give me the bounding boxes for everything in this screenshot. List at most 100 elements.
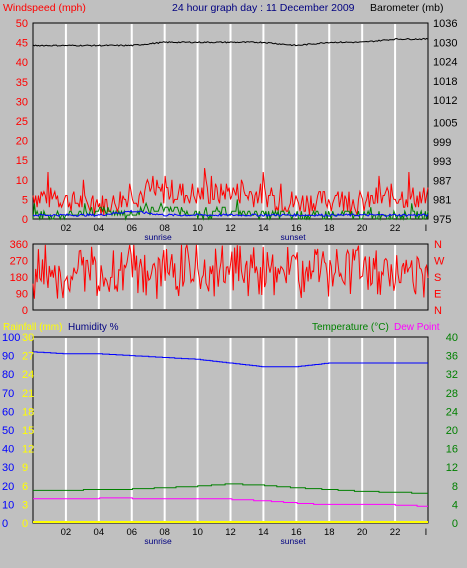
- temp-x-tick-label: 08: [159, 527, 170, 538]
- wind-y-tick-label: 25: [16, 116, 28, 128]
- compass-tick-label: E: [434, 289, 441, 301]
- direction-y-tick-label: 360: [10, 239, 28, 251]
- legend-dewpoint: Dew Point: [394, 322, 440, 333]
- wind-x-tick-label: 16: [291, 223, 302, 234]
- wind-y-tick-label: 15: [16, 155, 28, 167]
- baro-y-tick-label: 993: [433, 156, 451, 168]
- direction-y-tick-label: 0: [22, 305, 28, 317]
- humidity-y-tick-label: 70: [2, 388, 14, 400]
- direction-y-tick-label: 180: [10, 272, 28, 284]
- temp-y-tick-label: 36: [446, 351, 458, 363]
- wind-x-tick-label: 08: [159, 223, 170, 234]
- direction-y-tick-label: 90: [16, 289, 28, 301]
- wind-x-tick-label: 06: [126, 223, 137, 234]
- rain-y-tick-label: 3: [22, 499, 28, 511]
- rain-y-tick-label: 15: [22, 425, 34, 437]
- temp-y-tick-label: 0: [452, 518, 458, 530]
- direction-y-tick-label: 270: [10, 256, 28, 268]
- temp-y-tick-label: 8: [452, 481, 458, 493]
- baro-y-tick-label: 1036: [433, 18, 457, 30]
- rain-y-tick-label: 27: [22, 351, 34, 363]
- baro-y-tick-label: 1030: [433, 37, 457, 49]
- temp-x-tick-label: 16: [291, 527, 302, 538]
- humidity-y-tick-label: 60: [2, 406, 14, 418]
- sunrise-label: sunrise: [144, 232, 172, 242]
- wind-direction-line: [32, 244, 429, 299]
- sunset-label: sunset: [281, 232, 307, 242]
- dewpoint-line: [33, 497, 428, 507]
- temp-x-tick-label: 04: [94, 527, 105, 538]
- wind-x-tick-label: 18: [324, 223, 335, 234]
- temp-x-tick-label: 20: [357, 527, 368, 538]
- compass-tick-label: S: [434, 272, 441, 284]
- compass-tick-label: N: [434, 305, 442, 317]
- wind-y-tick-label: 35: [16, 77, 28, 89]
- barometer-line: [32, 37, 429, 47]
- wind-y-tick-label: 40: [16, 57, 28, 69]
- temp-y-tick-label: 24: [446, 406, 458, 418]
- compass-tick-label: W: [434, 256, 445, 268]
- sunset-label: sunset: [281, 536, 307, 546]
- wind-x-tick-label: 12: [225, 223, 236, 234]
- temp-y-tick-label: 16: [446, 444, 458, 456]
- wind-y-tick-label: 10: [16, 175, 28, 187]
- wind-x-tick-label: 14: [258, 223, 269, 234]
- chart-title: 24 hour graph day : 11 December 2009: [172, 2, 355, 14]
- barometer-axis-title: Barometer (mb): [370, 2, 444, 14]
- wind-y-tick-label: 45: [16, 38, 28, 50]
- baro-y-tick-label: 987: [433, 175, 451, 187]
- baro-y-tick-label: 975: [433, 214, 451, 226]
- temp-y-tick-label: 32: [446, 369, 458, 381]
- temp-y-tick-label: 40: [446, 332, 458, 344]
- legend-temperature: Temperature (°C): [312, 322, 389, 333]
- wind-y-tick-label: 20: [16, 136, 28, 148]
- temp-x-tick-label: 22: [390, 527, 401, 538]
- wind-x-tick-label: 10: [192, 223, 203, 234]
- baro-y-tick-label: 1012: [433, 95, 457, 107]
- wind-y-tick-label: 5: [22, 194, 28, 206]
- temp-x-tick-label: 02: [61, 527, 72, 538]
- humidity-y-tick-label: 30: [2, 462, 14, 474]
- humidity-y-tick-label: 0: [2, 518, 8, 530]
- wind-y-tick-label: 50: [16, 18, 28, 30]
- rain-y-tick-label: 0: [22, 518, 28, 530]
- humidity-y-tick-label: 40: [2, 444, 14, 456]
- humidity-y-tick-label: 20: [2, 481, 14, 493]
- windspeed-axis-title: Windspeed (mph): [3, 2, 86, 14]
- sunrise-label: sunrise: [144, 536, 172, 546]
- rain-y-tick-label: 12: [22, 444, 34, 456]
- baro-y-tick-label: 981: [433, 195, 451, 207]
- baro-y-tick-label: 1024: [433, 57, 457, 69]
- average-wind-line: [32, 209, 429, 218]
- wind-y-tick-label: 0: [22, 214, 28, 226]
- baro-y-tick-label: 999: [433, 137, 451, 149]
- temp-x-tick-label: I: [425, 527, 428, 538]
- rain-y-tick-label: 21: [22, 388, 34, 400]
- baro-y-tick-label: 1018: [433, 76, 457, 88]
- wind-x-tick-label: 04: [94, 223, 105, 234]
- humidity-y-tick-label: 10: [2, 499, 14, 511]
- gust-line: [32, 199, 429, 221]
- rain-y-tick-label: 30: [22, 332, 34, 344]
- legend-humidity: Humidity %: [68, 322, 119, 333]
- rain-y-tick-label: 24: [22, 369, 34, 381]
- rain-y-tick-label: 9: [22, 462, 28, 474]
- temp-y-tick-label: 12: [446, 462, 458, 474]
- rain-y-tick-label: 6: [22, 481, 28, 493]
- legend-rainfall: Rainfall (mm): [3, 322, 62, 333]
- humidity-y-tick-label: 80: [2, 369, 14, 381]
- humidity-line: [33, 351, 428, 368]
- temperature-line: [33, 483, 428, 494]
- temp-x-tick-label: 10: [192, 527, 203, 538]
- humidity-y-tick-label: 50: [2, 425, 14, 437]
- temp-y-tick-label: 28: [446, 388, 458, 400]
- rain-y-tick-label: 18: [22, 406, 34, 418]
- temp-y-tick-label: 20: [446, 425, 458, 437]
- humidity-y-tick-label: 90: [2, 351, 14, 363]
- baro-y-tick-label: 1005: [433, 118, 457, 130]
- temp-y-tick-label: 4: [452, 499, 458, 511]
- temp-x-tick-label: 12: [225, 527, 236, 538]
- wind-x-tick-label: 02: [61, 223, 72, 234]
